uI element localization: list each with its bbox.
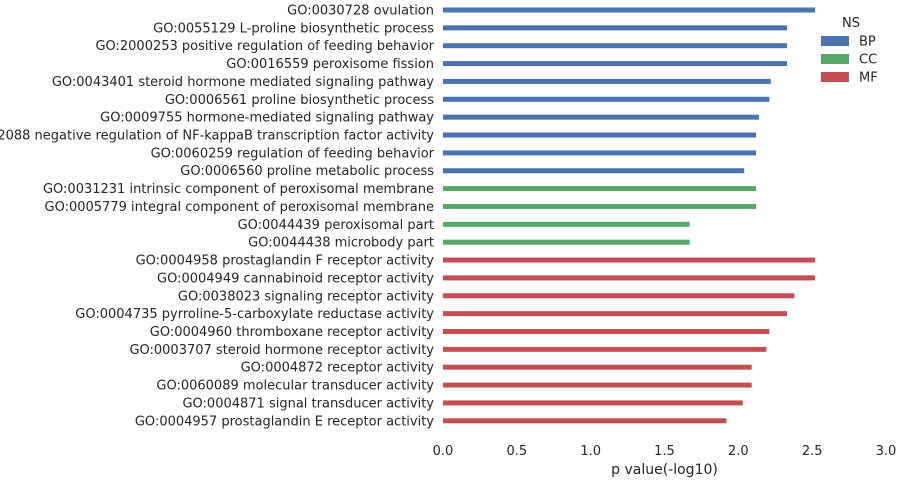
legend-swatch-mf — [821, 72, 849, 82]
category-label: GO:0044438 microbody part — [248, 236, 434, 251]
legend: NS BP CC MF — [821, 16, 878, 86]
category-label: GO:0004871 signal transducer activity — [182, 396, 434, 411]
category-label: GO:0004958 prostaglandin F receptor acti… — [136, 254, 435, 269]
bars — [443, 7, 816, 424]
bar-mf — [443, 293, 795, 299]
bar-mf — [443, 275, 816, 281]
category-label: GO:2000253 positive regulation of feedin… — [95, 39, 434, 54]
category-label: GO:0043401 steroid hormone mediated sign… — [52, 75, 434, 90]
x-tick-label: 2.0 — [728, 444, 749, 459]
category-label: GO:0060089 molecular transducer activity — [156, 379, 434, 394]
bar-bp — [443, 61, 788, 67]
category-label: GO:0005779 integral component of peroxis… — [45, 200, 434, 215]
bar-bp — [443, 114, 760, 120]
legend-entry-label: CC — [859, 53, 877, 68]
bar-bp — [443, 78, 771, 84]
category-label: GO:0009755 hormone-mediated signaling pa… — [100, 111, 434, 126]
category-labels: GO:0030728 ovulation GO:0055129 L-proline… — [0, 4, 435, 430]
bar-cc — [443, 221, 690, 227]
bar-cc — [443, 203, 757, 209]
x-tick-label: 1.5 — [654, 444, 675, 459]
legend-swatch-bp — [821, 36, 849, 46]
category-label: GO:0031231 intrinsic component of peroxi… — [43, 182, 434, 197]
bar-cc — [443, 186, 757, 192]
category-label: GO:0004960 thromboxane receptor activity — [150, 325, 435, 340]
category-label: GO:0004872 receptor activity — [241, 361, 435, 376]
legend-entry-label: BP — [859, 35, 876, 50]
legend-entry-label: MF — [859, 71, 878, 86]
bar-mf — [443, 257, 816, 263]
x-tick-label: 1.0 — [580, 444, 601, 459]
x-tick-label: 0.0 — [433, 444, 454, 459]
bar-mf — [443, 382, 752, 388]
bar-mf — [443, 400, 743, 406]
x-tick-label: 0.5 — [506, 444, 527, 459]
category-label: GO:0003707 steroid hormone receptor acti… — [129, 343, 434, 358]
bar-mf — [443, 346, 767, 352]
x-ticks: 0.0 0.5 1.0 1.5 2.0 2.5 3.0 — [433, 444, 897, 459]
legend-title: NS — [842, 16, 860, 31]
bar-bp — [443, 25, 788, 31]
bar-bp — [443, 96, 770, 102]
x-tick-label: 3.0 — [876, 444, 897, 459]
bar-mf — [443, 418, 727, 424]
category-label: GO:0038023 signaling receptor activity — [178, 289, 434, 304]
category-label: GO:0004957 prostaglandin E receptor acti… — [135, 414, 434, 429]
bar-mf — [443, 328, 770, 334]
category-label: GO:0016559 peroxisome fission — [226, 57, 434, 72]
category-label: GO:0044439 peroxisomal part — [238, 218, 434, 233]
bar-cc — [443, 239, 690, 245]
bar-bp — [443, 43, 788, 49]
bar-bp — [443, 132, 757, 138]
category-label: GO:0030728 ovulation — [287, 4, 434, 19]
category-label: GO:0055129 L-proline biosynthetic proces… — [153, 21, 434, 36]
bar-bp — [443, 150, 757, 156]
category-label: GO:0032088 negative regulation of NF-kap… — [0, 129, 434, 144]
x-axis-label: p value(-log10) — [611, 462, 718, 478]
bar-mf — [443, 364, 752, 370]
category-label: GO:0006561 proline biosynthetic process — [165, 93, 434, 108]
x-tick-label: 2.5 — [802, 444, 823, 459]
category-label: GO:0060259 regulation of feeding behavio… — [151, 146, 435, 161]
bar-mf — [443, 311, 788, 317]
legend-swatch-cc — [821, 54, 849, 64]
category-label: GO:0004949 cannabinoid receptor activity — [157, 271, 434, 286]
bar-bp — [443, 168, 745, 174]
category-label: GO:0006560 proline metabolic process — [180, 164, 434, 179]
category-label: GO:0004735 pyrroline-5-carboxylate reduc… — [75, 307, 434, 322]
bar-bp — [443, 7, 816, 13]
